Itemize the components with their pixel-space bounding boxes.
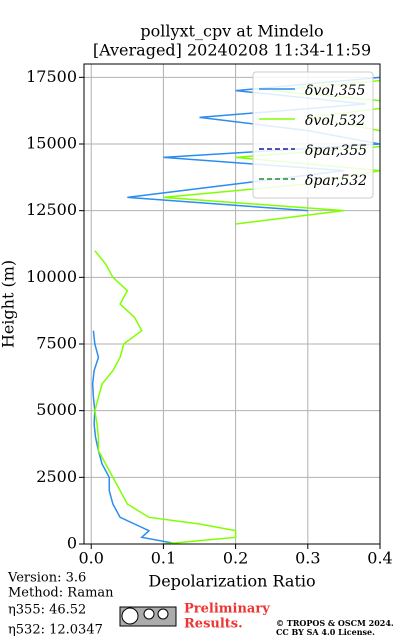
y-tick-label: 17500 [26,67,77,86]
copyright: © TROPOS & OSCM 2024. [276,618,394,628]
note: η532: 12.0347 [8,623,103,638]
legend-label: δvol,355 [305,83,366,99]
y-tick-label: 15000 [26,134,77,153]
legend-label: δvol,532 [305,113,366,129]
y-tick-label: 2500 [36,467,77,486]
chart-subtitle: [Averaged] 20240208 11:34-11:59 [93,41,371,60]
plot-frame [83,63,381,545]
x-axis-label: Depolarization Ratio [148,572,315,591]
copyright: CC BY SA 4.0 License. [276,627,375,637]
legend-label: δpar,355 [305,143,367,159]
note: Version: 3.6 [7,571,86,586]
y-tick-label: 10000 [26,267,77,286]
y-axis-label: Height (m) [0,260,18,348]
x-tick-label: 0.3 [295,549,320,568]
cc-logo [119,606,177,627]
x-tick-label: 0.2 [223,549,248,568]
preliminary-2: Results. [184,617,243,632]
y-tick-label: 7500 [36,334,77,353]
x-tick-label: 0.4 [367,549,392,568]
y-tick-label: 12500 [26,200,77,219]
note: η355: 46.52 [8,603,86,618]
preliminary-1: Preliminary [184,602,270,617]
y-tick-label: 5000 [36,400,77,419]
legend-box [252,71,374,199]
x-tick-label: 0.1 [151,549,176,568]
y-tick-label: 0 [67,534,77,553]
legend-label: δpar,532 [305,173,367,189]
note: Method: Raman [8,586,114,601]
x-tick-label: 0.0 [78,549,103,568]
chart-title: pollyxt_cpv at Mindelo [140,22,323,41]
